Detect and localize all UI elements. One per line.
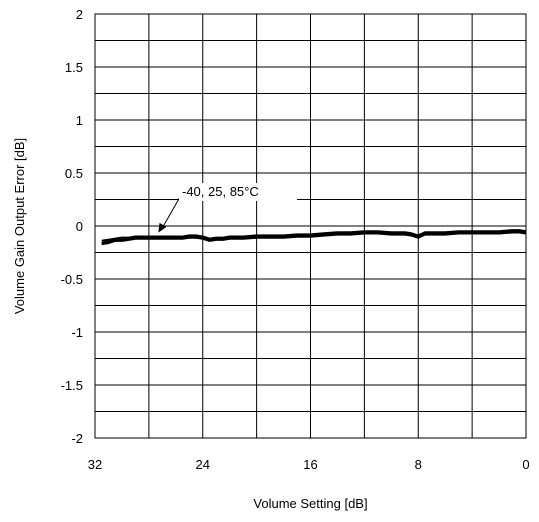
annotation: -40, 25, 85°C <box>158 183 297 233</box>
x-tick-label: 0 <box>522 457 529 472</box>
y-tick-label: 1 <box>76 113 83 128</box>
y-tick-label: 0 <box>76 219 83 234</box>
annotation-background <box>179 183 297 201</box>
y-axis-title: Volume Gain Output Error [dB] <box>12 138 27 314</box>
x-tick-label: 16 <box>303 457 317 472</box>
y-tick-label: -1 <box>71 325 83 340</box>
y-tick-label: 0.5 <box>65 166 83 181</box>
y-tick-label: -1.5 <box>61 378 83 393</box>
y-tick-label: -0.5 <box>61 272 83 287</box>
y-tick-label: 2 <box>76 7 83 22</box>
x-axis-title: Volume Setting [dB] <box>253 496 367 511</box>
y-tick-label: 1.5 <box>65 60 83 75</box>
x-tick-label: 32 <box>88 457 102 472</box>
x-tick-label: 24 <box>196 457 210 472</box>
series-line <box>101 231 527 246</box>
x-tick-label: 8 <box>415 457 422 472</box>
x-tick-labels: 32 24 16 8 0 <box>88 457 530 472</box>
plot-frame <box>94 13 527 439</box>
series-line <box>101 229 527 242</box>
series-group <box>101 229 527 246</box>
annotation-arrowhead <box>158 222 167 233</box>
y-tick-label: -2 <box>71 431 83 446</box>
y-tick-labels: 2 1.5 1 0.5 0 -0.5 -1 -1.5 -2 <box>61 7 83 446</box>
annotation-leader-line <box>160 196 181 230</box>
annotation-label: -40, 25, 85°C <box>182 184 259 199</box>
